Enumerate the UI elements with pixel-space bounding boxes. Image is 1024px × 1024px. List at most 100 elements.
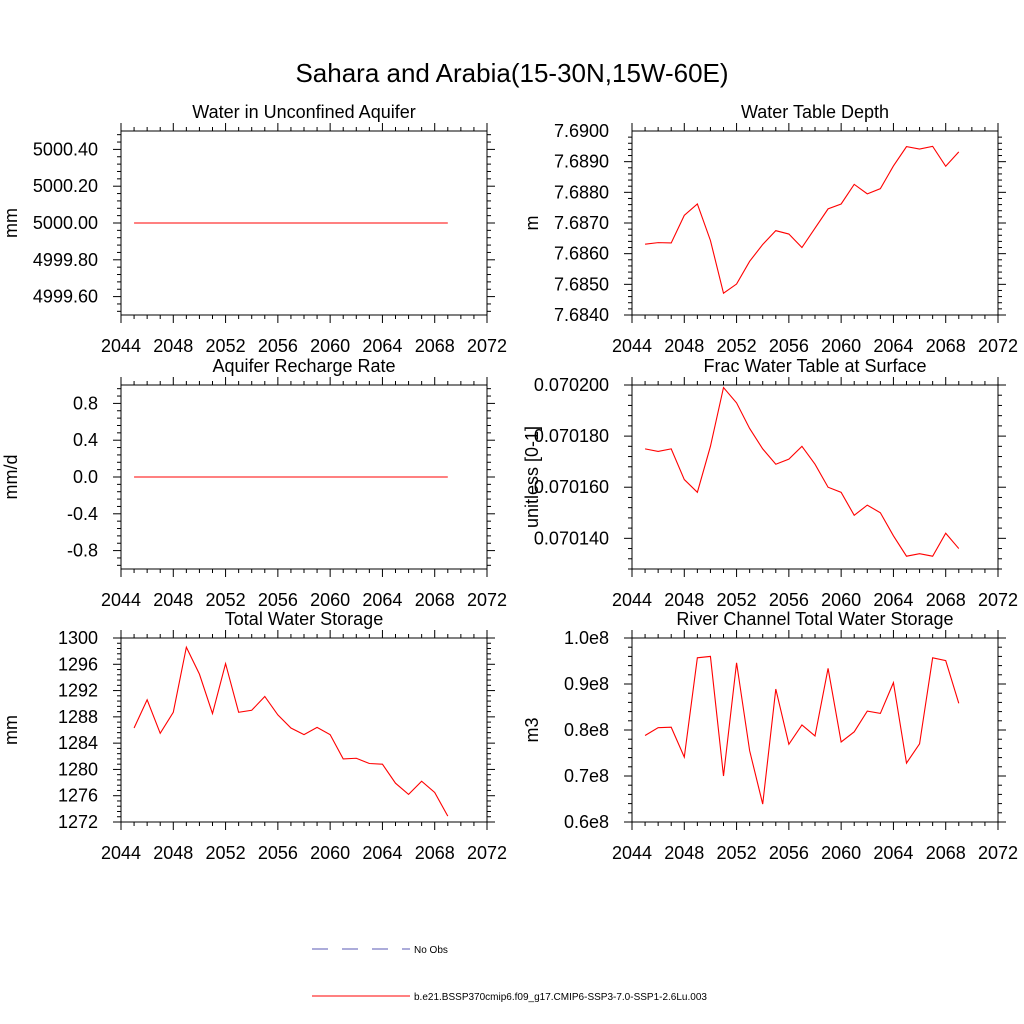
x-tick-label: 2056 — [769, 590, 809, 610]
legend: No Obs b.e21.BSSP370cmip6.f09_g17.CMIP6-S… — [312, 945, 707, 1003]
x-tick-label: 2060 — [310, 590, 350, 610]
y-axis-label: m3 — [522, 717, 542, 742]
x-tick-label: 2072 — [467, 336, 507, 356]
y-tick-label: 1288 — [58, 707, 98, 727]
x-tick-label: 2044 — [101, 336, 141, 356]
y-tick-label: 5000.20 — [33, 176, 98, 196]
y-tick-label: -0.8 — [67, 541, 98, 561]
series-line-1 — [133, 645, 449, 817]
y-axis-label: unitless [0-1] — [522, 426, 542, 528]
x-tick-label: 2064 — [873, 336, 913, 356]
y-axis-label: mm/d — [1, 455, 21, 500]
x-tick-label: 2064 — [362, 843, 402, 863]
y-tick-label: 7.6880 — [554, 182, 609, 202]
x-tick-label: 2044 — [612, 590, 652, 610]
chart-panel-6: River Channel Total Water Storage 2044 204… — [522, 609, 1018, 863]
x-tick-label: 2068 — [415, 336, 455, 356]
y-tick-label: 7.6900 — [554, 121, 609, 141]
y-tick-label: 4999.60 — [33, 287, 98, 307]
x-tick-label: 2064 — [873, 843, 913, 863]
plot-frame — [631, 637, 999, 823]
series-line-1 — [644, 386, 960, 557]
x-tick-label: 2044 — [612, 336, 652, 356]
plot-frame — [631, 130, 999, 316]
x-tick-label: 2052 — [206, 336, 246, 356]
legend-label: No Obs — [414, 945, 448, 956]
x-tick-label: 2056 — [769, 843, 809, 863]
y-tick-label: 7.6850 — [554, 274, 609, 294]
x-tick-label: 2048 — [153, 590, 193, 610]
panels: Water in Unconfined Aquifer 2044 2048 2052 2… — [1, 102, 1018, 863]
x-tick-label: 2068 — [926, 843, 966, 863]
chart-panel-5: Total Water Storage 2044 2048 2052 2056 2060 2… — [1, 609, 507, 863]
x-tick-label: 2056 — [258, 590, 298, 610]
x-tick-label: 2052 — [717, 843, 757, 863]
x-tick-label: 2060 — [310, 336, 350, 356]
legend-entry: No Obs — [312, 945, 448, 956]
figure-title: Sahara and Arabia(15-30N,15W-60E) — [295, 58, 728, 88]
y-tick-label: 0.070160 — [534, 477, 609, 497]
x-tick-label: 2052 — [717, 590, 757, 610]
y-tick-label: 5000.40 — [33, 139, 98, 159]
series-line-1 — [644, 655, 960, 805]
y-tick-label: 1292 — [58, 681, 98, 701]
y-tick-label: 0.8 — [73, 393, 98, 413]
y-tick-label: 7.6860 — [554, 244, 609, 264]
x-tick-label: 2064 — [873, 590, 913, 610]
y-tick-label: -0.4 — [67, 504, 98, 524]
x-tick-label: 2064 — [362, 336, 402, 356]
chart-panel-4: Frac Water Table at Surface 2044 2048 2052 2… — [522, 356, 1018, 610]
x-tick-label: 2068 — [926, 336, 966, 356]
x-tick-label: 2068 — [415, 843, 455, 863]
y-tick-label: 7.6870 — [554, 213, 609, 233]
x-tick-label: 2060 — [310, 843, 350, 863]
x-tick-label: 2056 — [258, 843, 298, 863]
chart-panel-1: Water in Unconfined Aquifer 2044 2048 2052 2… — [1, 102, 507, 356]
x-tick-label: 2056 — [769, 336, 809, 356]
x-tick-label: 2048 — [153, 336, 193, 356]
x-tick-label: 2052 — [717, 336, 757, 356]
y-tick-label: 0.7e8 — [564, 766, 609, 786]
y-tick-label: 0.070200 — [534, 375, 609, 395]
x-tick-label: 2048 — [664, 590, 704, 610]
y-tick-label: 0.9e8 — [564, 674, 609, 694]
panel-title: Aquifer Recharge Rate — [212, 356, 395, 376]
y-tick-label: 1284 — [58, 733, 98, 753]
y-tick-label: 1296 — [58, 654, 98, 674]
y-tick-label: 4999.80 — [33, 250, 98, 270]
x-tick-label: 2048 — [664, 336, 704, 356]
plot-frame — [631, 384, 999, 570]
y-tick-label: 0.070140 — [534, 528, 609, 548]
panel-title: River Channel Total Water Storage — [676, 609, 953, 629]
y-tick-label: 0.4 — [73, 430, 98, 450]
y-axis-label: m — [522, 216, 542, 231]
x-tick-label: 2052 — [206, 590, 246, 610]
x-tick-label: 2072 — [978, 843, 1018, 863]
x-tick-label: 2072 — [978, 590, 1018, 610]
y-tick-label: 1280 — [58, 759, 98, 779]
x-tick-label: 2056 — [258, 336, 298, 356]
y-tick-label: 5000.00 — [33, 213, 98, 233]
legend-label: b.e21.BSSP370cmip6.f09_g17.CMIP6-SSP3-7.… — [414, 992, 707, 1003]
y-tick-label: 0.0 — [73, 467, 98, 487]
y-axis-label: mm — [1, 715, 21, 745]
y-tick-label: 0.070180 — [534, 426, 609, 446]
x-tick-label: 2072 — [978, 336, 1018, 356]
x-tick-label: 2044 — [612, 843, 652, 863]
chart-panel-3: Aquifer Recharge Rate 2044 2048 2052 2056 206… — [1, 356, 507, 610]
legend-entry: b.e21.BSSP370cmip6.f09_g17.CMIP6-SSP3-7.… — [312, 992, 707, 1003]
panel-title: Total Water Storage — [225, 609, 383, 629]
x-tick-label: 2060 — [821, 336, 861, 356]
y-axis-label: mm — [1, 208, 21, 238]
panel-title: Water Table Depth — [741, 102, 889, 122]
plot-frame — [120, 637, 488, 823]
panel-title: Frac Water Table at Surface — [703, 356, 926, 376]
chart-panel-2: Water Table Depth 2044 2048 2052 2056 2060 206… — [522, 102, 1018, 356]
x-tick-label: 2048 — [153, 843, 193, 863]
x-tick-label: 2072 — [467, 843, 507, 863]
x-tick-label: 2068 — [926, 590, 966, 610]
y-tick-label: 0.8e8 — [564, 720, 609, 740]
y-tick-label: 1276 — [58, 786, 98, 806]
series-line-1 — [645, 145, 960, 295]
x-tick-label: 2060 — [821, 843, 861, 863]
